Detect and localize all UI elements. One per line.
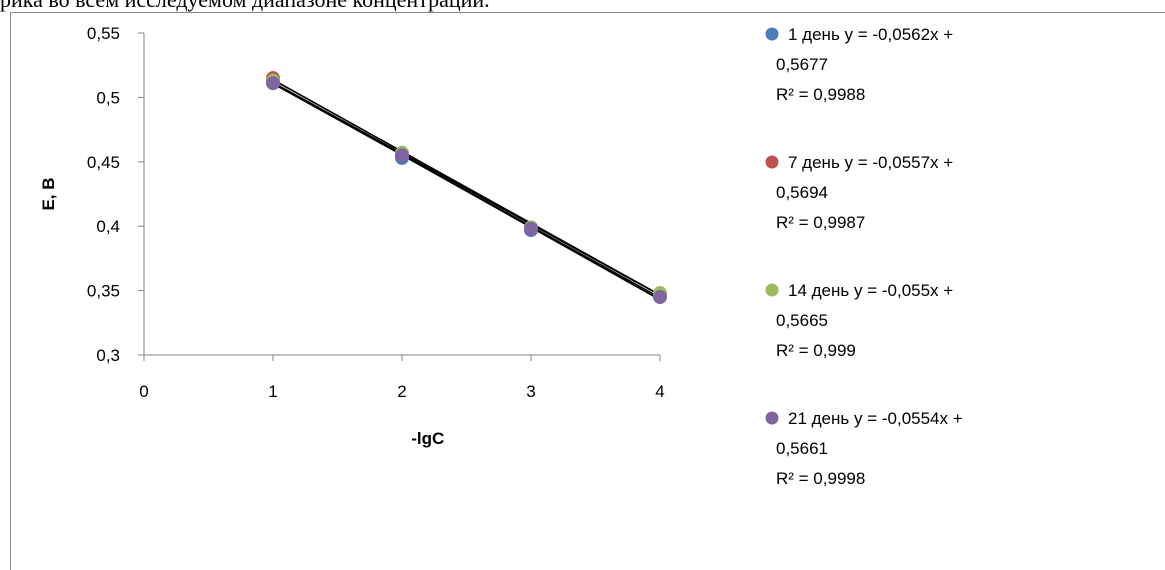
trendline: [272, 82, 661, 299]
legend-entry-text: R² = 0,9998: [776, 469, 865, 488]
legend-entry-text: 0,5661: [776, 439, 828, 458]
legend-entry-text: 21 день y = -0,0554x +: [788, 409, 963, 428]
document-text: рика во всем исследуемом диапазоне конце…: [0, 0, 1165, 13]
legend-marker: [765, 155, 779, 169]
trendline: [272, 81, 661, 296]
legend-entry-text: 7 день y = -0,0557x +: [788, 153, 953, 172]
x-tick-label: 4: [655, 382, 664, 401]
x-tick-label: 2: [397, 382, 406, 401]
y-tick-label: 0,3: [96, 346, 120, 365]
legend-entry-text: 1 день y = -0,0562x +: [788, 25, 953, 44]
legend-entry-text: 0,5665: [776, 311, 828, 330]
y-tick-label: 0,45: [87, 153, 120, 172]
legend-entry-text: R² = 0,999: [776, 341, 856, 360]
y-tick-label: 0,5: [96, 88, 120, 107]
data-point: [653, 290, 667, 305]
legend-entry-text: 14 день y = -0,055x +: [788, 281, 953, 300]
data-point: [266, 76, 280, 91]
legend-marker: [765, 411, 779, 425]
y-tick-label: 0,35: [87, 282, 120, 301]
legend-marker: [765, 27, 779, 41]
legend-entry-text: 0,5694: [776, 183, 828, 202]
legend-marker: [765, 283, 779, 297]
x-tick-label: 0: [139, 382, 148, 401]
legend-entry-text: R² = 0,9988: [776, 85, 865, 104]
axes: [138, 32, 661, 361]
tick-labels: 0 1 2 3 4 0,3 0,35 0,4 0,45 0,5 0,55: [87, 24, 665, 401]
y-axis-title: E, B: [39, 177, 58, 210]
legend-entry-text: R² = 0,9987: [776, 213, 865, 232]
y-tick-label: 0,4: [96, 217, 120, 236]
legend-entry-text: 0,5677: [776, 55, 828, 74]
x-tick-label: 3: [526, 382, 535, 401]
chart-frame: [10, 12, 1165, 570]
x-axis-title: -lgC: [411, 429, 444, 448]
x-tick-label: 1: [268, 382, 277, 401]
y-tick-label: 0,55: [87, 24, 120, 43]
trendlines: [272, 79, 661, 301]
legend: 1 день y = -0,0562x + 0,5677 R² = 0,9988 7 …: [765, 25, 963, 488]
data-point: [524, 221, 538, 236]
data-points: [266, 71, 667, 305]
data-point: [395, 148, 409, 163]
